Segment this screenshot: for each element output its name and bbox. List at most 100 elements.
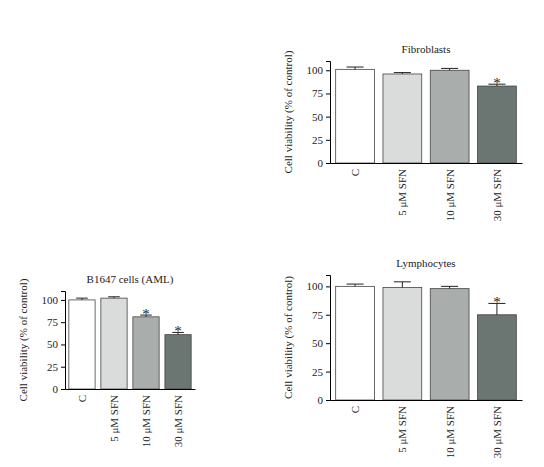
plot-area xyxy=(69,297,191,389)
tick: 25 xyxy=(312,366,330,378)
tick: 100 xyxy=(42,294,66,306)
x-axis: C 5 μM SFN 10 μM SFN 30 μM SFN xyxy=(66,389,196,447)
tick-mark xyxy=(326,140,330,141)
tick-label: 30 μM SFN xyxy=(491,169,503,221)
bar xyxy=(69,300,95,389)
tick-label: 25 xyxy=(47,361,59,373)
bar xyxy=(383,288,422,401)
tick: 30 μM SFN xyxy=(491,163,503,221)
tick: 25 xyxy=(47,361,65,373)
tick-label: 50 xyxy=(47,338,59,350)
bar xyxy=(478,315,517,400)
tick: 5 μM SFN xyxy=(108,389,120,442)
panel: **0255075100C5 μM SFN10 μM SFN30 μM SFNC… xyxy=(17,273,196,447)
tick: 0 xyxy=(53,383,66,395)
bar xyxy=(336,286,375,400)
chart-title: B1647 cells (AML) xyxy=(87,273,174,286)
tick-label: 10 μM SFN xyxy=(443,169,455,221)
error-bar xyxy=(347,284,364,286)
tick-label: 10 μM SFN xyxy=(140,395,152,447)
tick-mark xyxy=(326,286,330,287)
tick: 10 μM SFN xyxy=(140,389,152,447)
error-cap xyxy=(441,286,458,287)
tick: 75 xyxy=(312,309,330,321)
tick-mark xyxy=(61,367,65,368)
error-cap xyxy=(441,68,458,69)
tick-label: 0 xyxy=(53,383,59,395)
bar xyxy=(430,289,469,400)
axis-line xyxy=(326,62,331,164)
bar xyxy=(101,298,127,389)
panel: *0255075100C5 μM SFN10 μM SFN30 μM SFNCe… xyxy=(282,43,523,221)
tick-label: 25 xyxy=(312,134,324,146)
tick-label: 30 μM SFN xyxy=(172,395,184,447)
tick: 0 xyxy=(318,157,331,169)
tick-label: 25 xyxy=(312,366,324,378)
axis-line xyxy=(331,400,523,401)
tick: 50 xyxy=(312,111,330,123)
error-bar xyxy=(76,298,88,300)
tick: 30 μM SFN xyxy=(491,400,503,458)
y-axis: 0255075100 xyxy=(307,62,331,170)
y-axis-title: Cell viability (% of control) xyxy=(282,50,295,173)
error-cap xyxy=(394,281,411,282)
tick-mark xyxy=(326,93,330,94)
axis-line xyxy=(331,163,523,164)
error-cap xyxy=(347,67,364,68)
tick-label: 0 xyxy=(318,157,324,169)
chart-title: Fibroblasts xyxy=(402,43,451,55)
bar xyxy=(165,335,191,389)
y-axis: 0255075100 xyxy=(307,276,331,407)
tick: 5 μM SFN xyxy=(396,400,408,453)
significance-marker: * xyxy=(142,306,150,322)
tick-mark xyxy=(326,70,330,71)
error-bar xyxy=(108,297,120,298)
error-bar xyxy=(394,282,411,288)
y-axis-title: Cell viability (% of control) xyxy=(282,276,295,399)
plot-area xyxy=(336,282,517,400)
tick: 25 xyxy=(312,134,330,146)
error-bar xyxy=(394,73,411,74)
tick-mark xyxy=(61,344,65,345)
tick-mark xyxy=(326,117,330,118)
error-bar xyxy=(441,286,458,288)
tick-label: C xyxy=(76,395,88,402)
error-cap xyxy=(76,298,88,299)
tick-label: 50 xyxy=(312,337,324,349)
tick-label: 5 μM SFN xyxy=(108,395,120,442)
plot-area xyxy=(336,67,517,163)
tick: C xyxy=(349,400,361,413)
bar xyxy=(383,74,422,163)
tick-label: 30 μM SFN xyxy=(491,406,503,458)
x-axis: C5 μM SFN10 μM SFN30 μM SFN xyxy=(331,400,523,458)
tick-mark xyxy=(61,300,65,301)
tick-label: C xyxy=(349,406,361,413)
figure: **0255075100C5 μM SFN10 μM SFN30 μM SFNC… xyxy=(0,0,544,467)
y-axis-title: Cell viability (% of control) xyxy=(17,278,30,401)
tick-label: 50 xyxy=(312,111,324,123)
tick-label: 100 xyxy=(42,294,59,306)
significance-marker: * xyxy=(174,323,182,339)
tick-label: 75 xyxy=(47,316,59,328)
bar xyxy=(430,70,469,163)
error-cap xyxy=(347,284,364,285)
tick-label: 5 μM SFN xyxy=(396,406,408,453)
tick: 5 μM SFN xyxy=(396,163,408,216)
tick: 100 xyxy=(307,64,331,76)
tick: 75 xyxy=(47,316,65,328)
tick: C xyxy=(349,163,361,176)
bar xyxy=(336,69,375,163)
x-axis: C 5 μM SFN 10 μM SFN 30 μM SFN xyxy=(331,163,523,221)
tick-label: 0 xyxy=(318,394,324,406)
axis-line xyxy=(66,389,196,390)
error-bar xyxy=(347,67,364,69)
axis-line xyxy=(326,276,331,401)
error-line xyxy=(402,282,403,288)
y-axis: 0 25 50 75 100 xyxy=(42,292,66,396)
tick-label: 100 xyxy=(307,64,324,76)
tick-mark xyxy=(61,389,65,390)
chart-title: Lymphocytes xyxy=(396,257,455,269)
error-cap xyxy=(108,296,120,297)
tick-mark xyxy=(326,163,330,164)
tick-mark xyxy=(326,315,330,316)
